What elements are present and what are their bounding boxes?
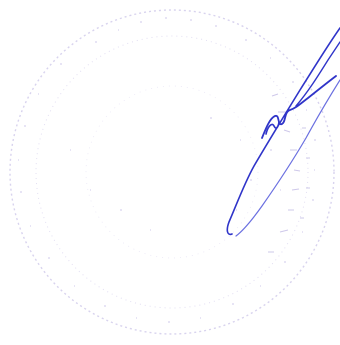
seal-speckles	[18, 17, 316, 323]
faded-round-seal-icon	[9, 9, 335, 335]
seal-core-ring	[85, 85, 259, 259]
signature-long-stroke	[226, 27, 340, 236]
seal-faint-marks	[268, 93, 310, 253]
signature-second-stroke	[235, 79, 340, 237]
handwritten-signature-icon	[226, 27, 340, 237]
signature-scribble	[265, 121, 280, 135]
signature-loop	[261, 75, 337, 139]
seal-inner-ring	[35, 35, 309, 309]
seal-outer-ring	[9, 9, 335, 335]
signature-upper-stroke	[295, 41, 340, 107]
